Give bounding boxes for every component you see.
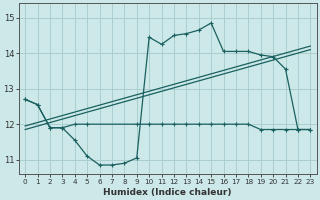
X-axis label: Humidex (Indice chaleur): Humidex (Indice chaleur) bbox=[103, 188, 232, 197]
